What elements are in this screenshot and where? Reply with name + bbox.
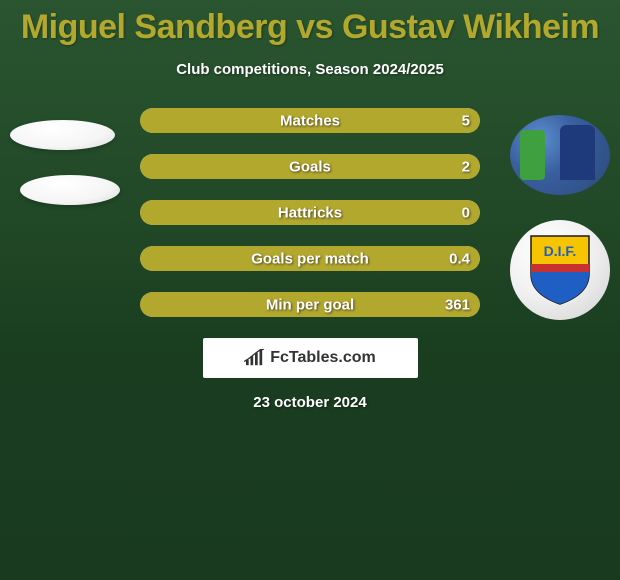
left-avatar-group <box>10 120 120 230</box>
stat-bar: Min per goal 361 <box>140 292 480 317</box>
stat-bar: Goals 2 <box>140 154 480 179</box>
svg-text:D.I.F.: D.I.F. <box>544 243 577 259</box>
page-title: Miguel Sandberg vs Gustav Wikheim <box>0 0 620 47</box>
avatar-placeholder <box>10 120 115 150</box>
page-subtitle: Club competitions, Season 2024/2025 <box>0 61 620 78</box>
footer-date: 23 october 2024 <box>0 394 620 411</box>
stats-bars: Matches 5 Goals 2 Hattricks 0 Goals per match 0… <box>140 108 480 317</box>
stat-bar-value: 0 <box>462 204 470 221</box>
brand-chart-icon <box>244 349 266 367</box>
stat-bar-value: 5 <box>462 112 470 129</box>
stat-bar-label: Goals per match <box>251 250 369 267</box>
stat-bar-label: Matches <box>280 112 340 129</box>
stat-bar-label: Goals <box>289 158 331 175</box>
stat-bar-label: Min per goal <box>266 296 354 313</box>
stat-bar-value: 2 <box>462 158 470 175</box>
player-photo <box>510 115 610 195</box>
stat-bar-value: 0.4 <box>449 250 470 267</box>
stat-bar: Hattricks 0 <box>140 200 480 225</box>
brand-box: FcTables.com <box>203 338 418 378</box>
stat-bar-label: Hattricks <box>278 204 342 221</box>
stat-bar: Matches 5 <box>140 108 480 133</box>
brand-text: FcTables.com <box>270 349 376 367</box>
right-avatar-group: D.I.F. <box>510 115 610 320</box>
stat-bar-value: 361 <box>445 296 470 313</box>
club-shield: D.I.F. <box>510 220 610 320</box>
stat-bar: Goals per match 0.4 <box>140 246 480 271</box>
avatar-placeholder <box>20 175 120 205</box>
